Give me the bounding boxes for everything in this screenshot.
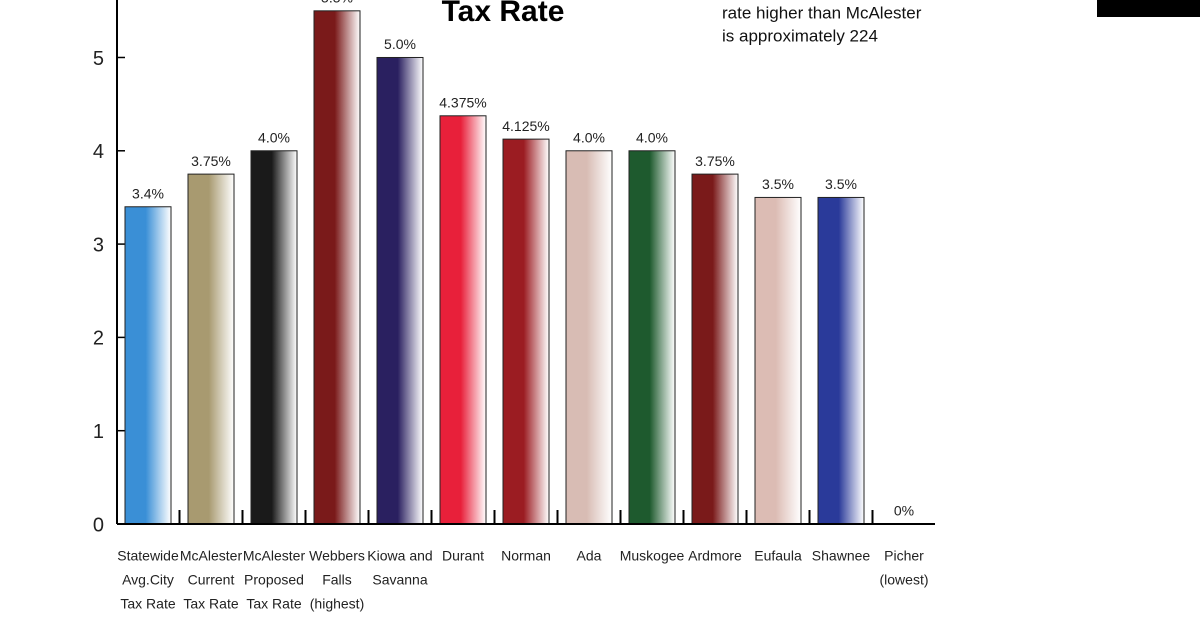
x-tick-label: Shawnee <box>812 548 871 564</box>
x-tick-label: Webbers <box>309 548 365 564</box>
y-tick-label: 4 <box>93 141 104 163</box>
x-tick-label: (lowest) <box>879 572 928 588</box>
x-tick-label: Durant <box>442 548 484 564</box>
value-label: 4.0% <box>573 129 605 145</box>
bar <box>817 196 865 525</box>
bar <box>187 173 235 525</box>
value-label: 3.5% <box>825 176 857 192</box>
x-tick-label: Eufaula <box>754 548 802 564</box>
x-tick-label: McAlester <box>243 548 306 564</box>
bar <box>691 173 739 525</box>
x-tick-label: Current <box>188 572 235 588</box>
x-tick-label: Falls <box>322 572 352 588</box>
value-label: 3.75% <box>695 153 735 169</box>
bar <box>754 196 802 525</box>
value-label: 4.125% <box>502 118 549 134</box>
y-tick-label: 5 <box>93 48 104 70</box>
x-tick-label: Tax Rate <box>120 596 175 612</box>
x-tick-label: Kiowa and <box>367 548 432 564</box>
x-tick-label: Statewide <box>117 548 179 564</box>
x-tick-label: Norman <box>501 548 551 564</box>
x-tick-label: Muskogee <box>620 548 685 564</box>
bar <box>502 138 550 525</box>
y-tick-label: 1 <box>93 421 104 443</box>
bar <box>628 150 676 525</box>
x-tick-label: (highest) <box>310 596 364 612</box>
y-tick-label: 0 <box>93 514 104 536</box>
x-tick-label: Picher <box>884 548 924 564</box>
y-tick-label: 3 <box>93 234 104 256</box>
value-label: 3.5% <box>762 176 794 192</box>
bar <box>565 150 613 525</box>
x-tick-label: McAlester <box>180 548 243 564</box>
chart-title: Tax Rate <box>442 0 565 28</box>
x-tick-label: Tax Rate <box>246 596 301 612</box>
bar <box>124 206 172 525</box>
y-tick-label: 2 <box>93 328 104 350</box>
bar <box>313 10 361 525</box>
value-label: 0% <box>894 503 914 519</box>
value-label: 3.75% <box>191 153 231 169</box>
value-label: 4.0% <box>636 129 668 145</box>
value-label: 3.4% <box>132 185 164 201</box>
x-tick-label: Avg.City <box>122 572 174 588</box>
black-bar <box>1097 0 1200 17</box>
x-tick-label: Proposed <box>244 572 304 588</box>
value-label: 4.375% <box>439 95 486 111</box>
bar <box>439 115 487 525</box>
x-tick-label: Ardmore <box>688 548 742 564</box>
bar <box>250 150 298 525</box>
annotation: is approximately 224 <box>722 26 878 45</box>
x-tick-label: Savanna <box>372 572 427 588</box>
x-tick-label: Ada <box>577 548 602 564</box>
value-label: 4.0% <box>258 129 290 145</box>
annotation: rate higher than McAlester <box>722 3 922 22</box>
value-label: 5.5% <box>321 0 353 6</box>
value-label: 5.0% <box>384 36 416 52</box>
bar <box>376 56 424 525</box>
x-tick-label: Tax Rate <box>183 596 238 612</box>
